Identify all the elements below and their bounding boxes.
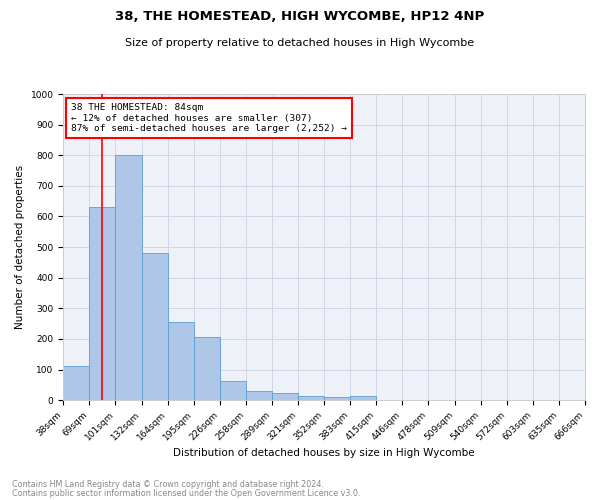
Bar xyxy=(350,396,376,400)
Text: 38 THE HOMESTEAD: 84sqm
← 12% of detached houses are smaller (307)
87% of semi-d: 38 THE HOMESTEAD: 84sqm ← 12% of detache… xyxy=(71,103,347,133)
Text: 38, THE HOMESTEAD, HIGH WYCOMBE, HP12 4NP: 38, THE HOMESTEAD, HIGH WYCOMBE, HP12 4N… xyxy=(115,10,485,23)
Bar xyxy=(194,338,220,400)
Bar xyxy=(324,397,350,400)
Text: Contains HM Land Registry data © Crown copyright and database right 2024.: Contains HM Land Registry data © Crown c… xyxy=(12,480,324,489)
Bar xyxy=(89,208,115,400)
Text: Size of property relative to detached houses in High Wycombe: Size of property relative to detached ho… xyxy=(125,38,475,48)
Bar xyxy=(272,394,298,400)
Bar xyxy=(220,381,246,400)
Bar xyxy=(142,253,167,400)
Text: Contains public sector information licensed under the Open Government Licence v3: Contains public sector information licen… xyxy=(12,490,361,498)
Bar xyxy=(63,366,89,400)
X-axis label: Distribution of detached houses by size in High Wycombe: Distribution of detached houses by size … xyxy=(173,448,475,458)
Bar xyxy=(298,396,324,400)
Y-axis label: Number of detached properties: Number of detached properties xyxy=(15,165,25,329)
Bar xyxy=(115,155,142,400)
Bar xyxy=(246,391,272,400)
Bar xyxy=(167,322,194,400)
